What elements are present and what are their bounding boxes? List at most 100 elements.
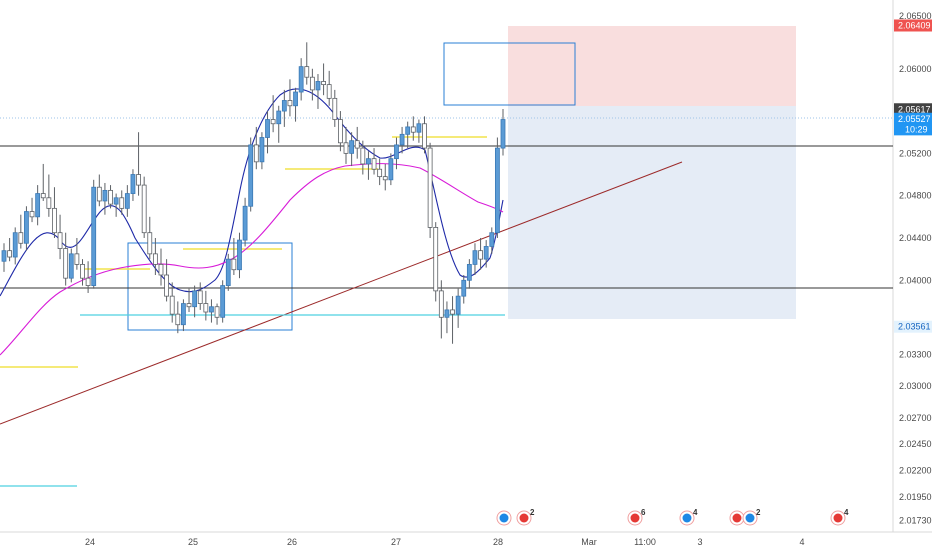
- candle-body: [52, 207, 57, 234]
- economic-events[interactable]: 2 6 4 2 4: [496, 508, 849, 526]
- candle: [293, 87, 298, 122]
- candle-body: [309, 76, 315, 91]
- candle-body: [287, 100, 293, 107]
- price-label: 2.05617: [894, 103, 932, 116]
- event-badge[interactable]: 6: [627, 508, 646, 526]
- time-axis[interactable]: 24 25 26 27 28 Mar 11:00 3 4: [85, 537, 805, 547]
- candle: [203, 290, 209, 321]
- candle-body: [57, 232, 63, 249]
- candle-body: [450, 309, 455, 315]
- price-label-bg: [894, 112, 932, 125]
- price-label-bg: [894, 19, 932, 32]
- candle: [186, 288, 192, 313]
- event-badge[interactable]: 4: [679, 508, 698, 526]
- candle-body: [483, 246, 489, 260]
- candle-body: [371, 158, 377, 170]
- candle-body: [354, 140, 360, 149]
- price-tick: 2.03000: [899, 381, 932, 391]
- event-badge[interactable]: 2: [742, 508, 761, 526]
- price-tick: 2.05200: [899, 148, 932, 158]
- event-flag-icon: [499, 513, 509, 523]
- event-badge[interactable]: 4: [830, 508, 849, 526]
- candle-body: [181, 303, 186, 326]
- candle-body: [338, 119, 343, 144]
- candle-body: [382, 176, 388, 181]
- candle-body: [80, 264, 85, 279]
- candle: [130, 169, 136, 201]
- candle: [136, 132, 141, 196]
- candle: [253, 126, 259, 170]
- time-tick: 11:00: [634, 537, 656, 547]
- take-profit-zone[interactable]: [508, 106, 796, 319]
- candle: [12, 227, 18, 265]
- event-badge[interactable]: [496, 510, 512, 526]
- candle: [231, 237, 237, 275]
- candle: [444, 301, 450, 334]
- candle-body: [158, 264, 164, 276]
- time-tick: 28: [493, 537, 503, 547]
- candle-body: [253, 144, 259, 163]
- candle: [85, 261, 91, 293]
- candle-body: [96, 186, 102, 202]
- consolidation-box[interactable]: [127, 242, 293, 331]
- candle: [416, 119, 422, 143]
- candle-body: [433, 227, 439, 292]
- stop-loss-zone[interactable]: [508, 26, 796, 106]
- time-tick: Mar: [581, 537, 597, 547]
- price-tick: 2.06000: [899, 64, 932, 74]
- candle: [209, 299, 214, 323]
- candle-body: [265, 119, 270, 138]
- candle-body: [248, 144, 254, 207]
- candle-body: [119, 197, 125, 209]
- candle-body: [281, 100, 287, 112]
- event-count: 4: [844, 508, 849, 517]
- candle-body: [304, 66, 310, 78]
- candle: [298, 58, 304, 101]
- price-label: 10:29: [894, 123, 932, 136]
- resistance-box[interactable]: [443, 42, 576, 106]
- candle-body: [40, 193, 46, 199]
- candle: [181, 299, 186, 332]
- time-tick: 26: [287, 537, 297, 547]
- candle: [141, 176, 147, 238]
- trendline[interactable]: [0, 161, 683, 425]
- candle: [500, 108, 506, 156]
- candle: [259, 132, 265, 170]
- candle: [40, 163, 46, 201]
- candle-body: [24, 211, 29, 244]
- candle-body: [410, 126, 416, 133]
- candle-body: [113, 197, 119, 205]
- candle: [164, 259, 169, 302]
- candle: [309, 68, 315, 101]
- event-badge[interactable]: [729, 510, 745, 526]
- candle: [483, 240, 489, 268]
- event-flag-icon: [682, 513, 692, 523]
- candle-body: [214, 306, 220, 318]
- candle: [338, 111, 343, 152]
- candle-body: [478, 250, 483, 260]
- candle: [35, 185, 41, 226]
- price-axis[interactable]: 2.06500 2.06000 2.05200 2.04800 2.04400 2.040…: [899, 11, 932, 526]
- candle-body: [164, 274, 169, 297]
- candle: [113, 193, 119, 217]
- candle: [494, 137, 500, 238]
- event-flag-icon: [833, 513, 843, 523]
- candle: [68, 248, 74, 283]
- candle: [220, 280, 226, 323]
- price-label: 2.06409: [894, 19, 932, 32]
- candle-body: [152, 253, 158, 265]
- candle: [248, 137, 254, 212]
- candle: [438, 280, 444, 339]
- candle: [326, 70, 332, 106]
- candle-body: [461, 279, 467, 297]
- event-badge[interactable]: 2: [516, 508, 535, 526]
- price-tick: 2.04400: [899, 233, 932, 243]
- candle-body: [85, 277, 91, 286]
- candle: [489, 227, 495, 254]
- candle: [304, 42, 310, 85]
- candle-body: [276, 110, 282, 125]
- candle: [192, 285, 198, 318]
- candle-body: [108, 189, 113, 205]
- candle: [237, 232, 242, 279]
